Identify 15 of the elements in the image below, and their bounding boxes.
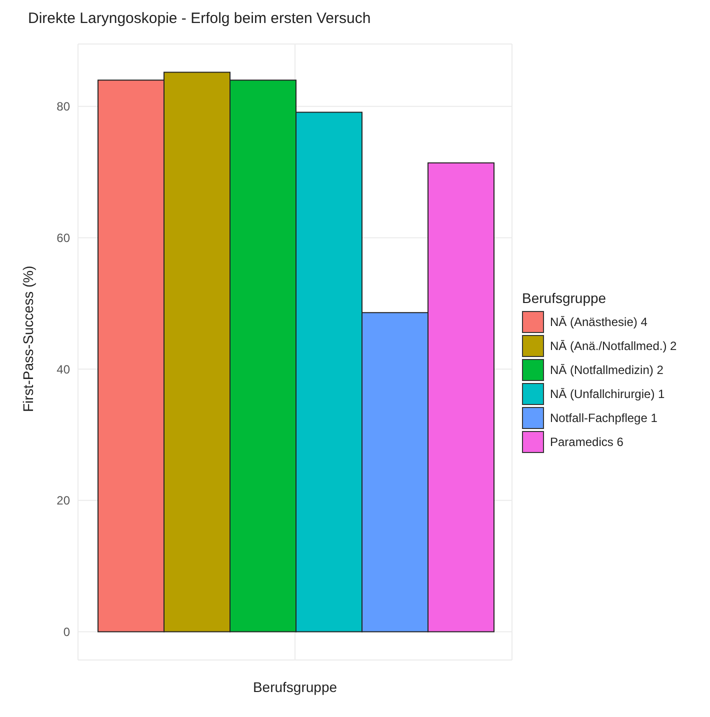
chart-title: Direkte Laryngoskopie - Erfolg beim ersten Versuch: [27, 9, 372, 29]
legend-title: Berufsgruppe: [522, 290, 608, 306]
y-axis-title: First-Pass-Success (%): [20, 266, 36, 412]
legend-label: NĀ (Anästhesie) 4: [550, 315, 648, 329]
legend-label: Notfall-Fachpflege 1: [550, 411, 658, 425]
y-tick-label: 60: [56, 230, 70, 245]
legend-label: NĀ (Anä./Notfallmed.) 2: [550, 339, 677, 353]
y-tick-label: 0: [63, 625, 70, 640]
legend-label: NĀ (Notfallmedizin) 2: [550, 363, 664, 377]
x-axis-title: Berufsgruppe: [252, 679, 338, 695]
y-tick-label: 80: [56, 100, 70, 114]
y-tick-label: 40: [56, 362, 70, 376]
y-tick-label: 20: [56, 494, 70, 508]
legend-label: Paramedics 6: [550, 435, 624, 449]
legend-label: NĀ (Unfallchirurgie) 1: [550, 387, 665, 401]
